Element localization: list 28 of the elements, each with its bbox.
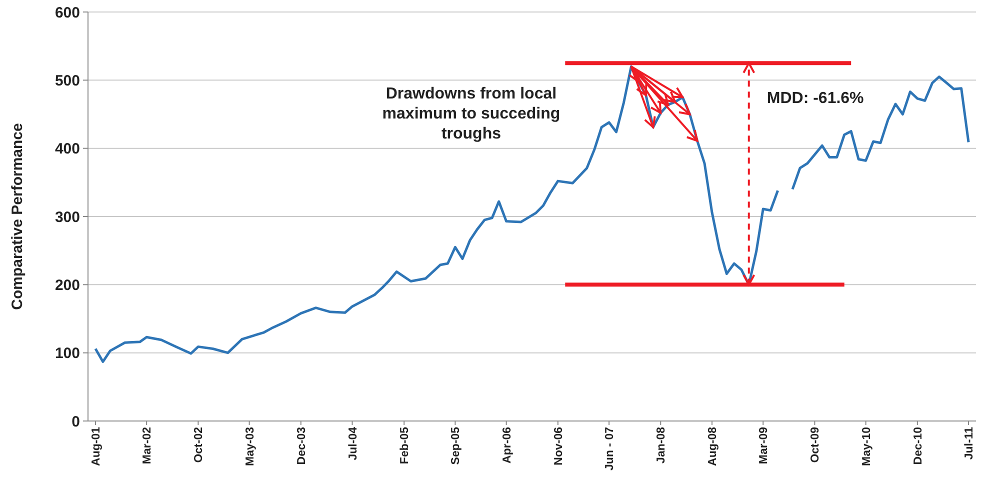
x-tick-label: Jul-04 <box>347 426 360 460</box>
x-tick-label: Sep-05 <box>450 426 462 465</box>
x-tick-label: Oct-09 <box>810 427 822 463</box>
x-tick-label: Dec-03 <box>296 427 308 465</box>
y-tick-label: 500 <box>54 72 80 90</box>
x-tick-label: Jun - 07 <box>604 427 616 470</box>
x-tick-label: Aug-08 <box>707 426 720 466</box>
x-tick-label: May-03 <box>244 427 256 466</box>
x-tick-label: Oct-02 <box>193 427 206 463</box>
x-tick-label: Apr-06 <box>501 427 514 464</box>
x-tick-label: Nov-06 <box>552 427 565 466</box>
y-tick-label: 300 <box>54 208 80 226</box>
x-tick-label: Feb-05 <box>399 426 412 464</box>
y-tick-label: 600 <box>54 4 80 22</box>
x-tick-label: Aug-01 <box>90 426 102 466</box>
annotation: MDD: -61.6% <box>766 90 864 108</box>
x-tick-label: Jan-08 <box>656 426 668 464</box>
y-axis-title: Comparative Performance <box>9 123 26 310</box>
x-tick-label: Dec-10 <box>912 427 924 465</box>
x-tick-label: Mar-09 <box>758 427 770 464</box>
x-tick-label: Mar-02 <box>142 427 154 464</box>
y-tick-label: 100 <box>54 345 80 362</box>
x-tick-label: Jul-11 <box>964 426 976 460</box>
annotation: Drawdowns from local maximum to succeding troughs <box>382 86 560 143</box>
y-tick-label: 0 <box>72 413 80 430</box>
x-tick-label: May-10 <box>860 427 873 466</box>
y-tick-label: 200 <box>54 276 80 294</box>
y-tick-label: 400 <box>54 140 80 158</box>
